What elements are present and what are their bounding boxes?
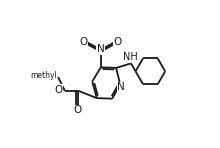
Text: methyl: methyl (30, 71, 57, 80)
Text: O: O (74, 105, 82, 115)
Text: O: O (114, 37, 122, 47)
Text: O: O (80, 37, 88, 47)
Text: N: N (117, 82, 125, 92)
Text: N: N (97, 44, 105, 54)
Text: O: O (55, 85, 63, 95)
Text: NH: NH (123, 52, 138, 62)
